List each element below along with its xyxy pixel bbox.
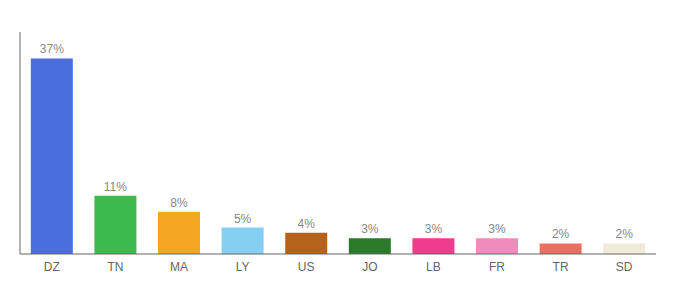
svg-text:US: US xyxy=(298,260,315,274)
svg-text:MA: MA xyxy=(170,260,188,274)
svg-text:LY: LY xyxy=(236,260,250,274)
svg-text:FR: FR xyxy=(489,260,505,274)
svg-text:8%: 8% xyxy=(170,196,188,210)
svg-text:5%: 5% xyxy=(234,212,252,226)
svg-text:TR: TR xyxy=(553,260,569,274)
svg-text:TN: TN xyxy=(107,260,123,274)
svg-text:2%: 2% xyxy=(616,227,634,241)
svg-text:11%: 11% xyxy=(104,180,127,194)
svg-text:3%: 3% xyxy=(425,222,443,236)
svg-text:3%: 3% xyxy=(488,222,506,236)
svg-text:3%: 3% xyxy=(361,222,379,236)
svg-text:DZ: DZ xyxy=(44,260,60,274)
svg-text:37%: 37% xyxy=(40,42,64,56)
svg-text:LB: LB xyxy=(426,260,441,274)
svg-text:2%: 2% xyxy=(552,227,570,241)
svg-text:4%: 4% xyxy=(298,217,316,231)
svg-text:SD: SD xyxy=(616,260,633,274)
svg-text:JO: JO xyxy=(362,260,377,274)
